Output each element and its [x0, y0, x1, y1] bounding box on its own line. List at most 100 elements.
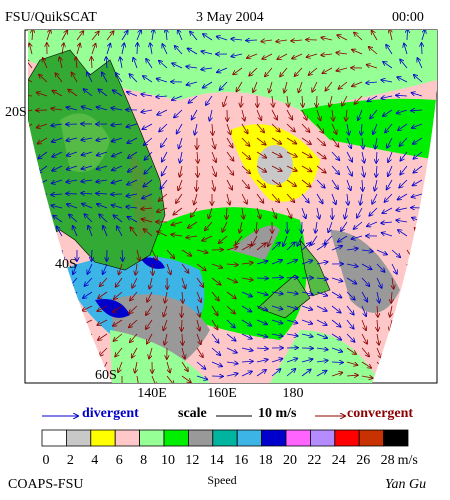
wind-vector [391, 249, 400, 257]
wind-vector [217, 67, 228, 72]
wind-vector [316, 360, 328, 362]
wind-vector [235, 235, 243, 245]
wind-vector [119, 263, 123, 274]
wind-vector [137, 375, 139, 383]
wind-vector [126, 124, 138, 127]
wind-vector [113, 333, 123, 341]
wind-vector [301, 334, 313, 337]
wind-vector [182, 347, 185, 359]
colorbar-box [163, 429, 189, 447]
wind-vector [286, 277, 298, 278]
wind-vector [346, 347, 356, 354]
wind-vector [397, 77, 408, 83]
wind-vector [116, 73, 123, 83]
wind-vector [382, 233, 393, 237]
wind-vector [377, 333, 379, 345]
time: 00:00 [392, 10, 424, 25]
wind-vector [197, 319, 200, 331]
wind-vector [67, 204, 78, 209]
wind-vector [316, 262, 328, 264]
wind-vector [127, 179, 138, 185]
wind-vector [376, 165, 377, 177]
wind-vector [241, 151, 250, 159]
wind-vector [196, 250, 208, 253]
wind-vector [421, 30, 425, 41]
wind-vector [51, 205, 63, 208]
wind-vector [149, 347, 153, 359]
wind-vector [130, 333, 138, 342]
colorbar-box [187, 429, 214, 447]
wind-vector [147, 333, 153, 344]
wind-vector [383, 62, 393, 69]
colorbar-box [261, 429, 287, 447]
colorbar-box [90, 429, 116, 447]
wind-vector [241, 137, 250, 146]
wind-vector [226, 165, 233, 175]
wind-vector [286, 207, 291, 218]
wind-vector [414, 75, 423, 83]
wind-vector [146, 305, 153, 315]
wind-vector [404, 43, 408, 55]
wind-vector [196, 347, 203, 357]
wind-vector [52, 137, 63, 142]
wind-vector [361, 250, 373, 251]
wind-vector [87, 72, 93, 83]
wind-vector [399, 179, 408, 188]
wind-vector [163, 319, 168, 330]
wind-vector [103, 263, 108, 274]
colorbar-box [334, 429, 360, 447]
wind-vector [361, 305, 366, 316]
footer-right: Yan Gu [385, 477, 426, 492]
wind-vector [375, 179, 377, 191]
wind-vector [130, 227, 138, 237]
wind-vector [96, 180, 108, 182]
wind-vector [112, 137, 123, 141]
wind-vector [194, 193, 198, 205]
wind-vector [188, 48, 198, 55]
wind-vector [211, 291, 219, 301]
wind-vector [135, 263, 137, 275]
wind-vector [226, 347, 237, 353]
wind-vector [381, 222, 393, 223]
wind-vector [411, 193, 423, 197]
wind-vector [223, 95, 228, 106]
wind-vector [271, 305, 283, 309]
wind-vector [301, 305, 312, 310]
wind-vector [301, 260, 312, 265]
wind-vector [336, 68, 348, 71]
wind-vector [370, 109, 378, 118]
colorbar-label: Speed [207, 473, 236, 487]
wind-vector [127, 137, 138, 143]
wind-vector [337, 35, 348, 41]
wind-vector [331, 333, 341, 340]
colorbar-tick: 20 [283, 453, 297, 468]
wind-vector [51, 108, 63, 110]
wind-vector [226, 123, 231, 134]
wind-vector [346, 319, 354, 329]
wind-vector [73, 226, 78, 237]
wind-vector [211, 347, 220, 355]
wind-vector [212, 179, 215, 191]
wind-vector [316, 278, 328, 279]
wind-vector [271, 109, 277, 120]
wind-vector [147, 291, 153, 302]
wind-vector [91, 31, 99, 41]
wind-vector [180, 151, 182, 163]
wind-vector [377, 305, 378, 317]
wind-vector [209, 109, 212, 121]
wind-vector [261, 40, 273, 41]
wind-vector [83, 89, 93, 97]
wind-vector [76, 31, 83, 41]
wind-vector [149, 277, 152, 289]
wind-vector [316, 371, 327, 377]
wind-vector [226, 247, 238, 251]
wind-vector [113, 215, 123, 223]
wind-vector [385, 123, 393, 133]
wind-vector [152, 30, 154, 41]
wind-vector [376, 277, 382, 288]
wind-vector [136, 30, 141, 41]
wind-vector [262, 53, 273, 59]
colorbar-tick: 26 [356, 453, 370, 468]
wind-vector [271, 179, 281, 186]
wind-vector [222, 221, 228, 232]
